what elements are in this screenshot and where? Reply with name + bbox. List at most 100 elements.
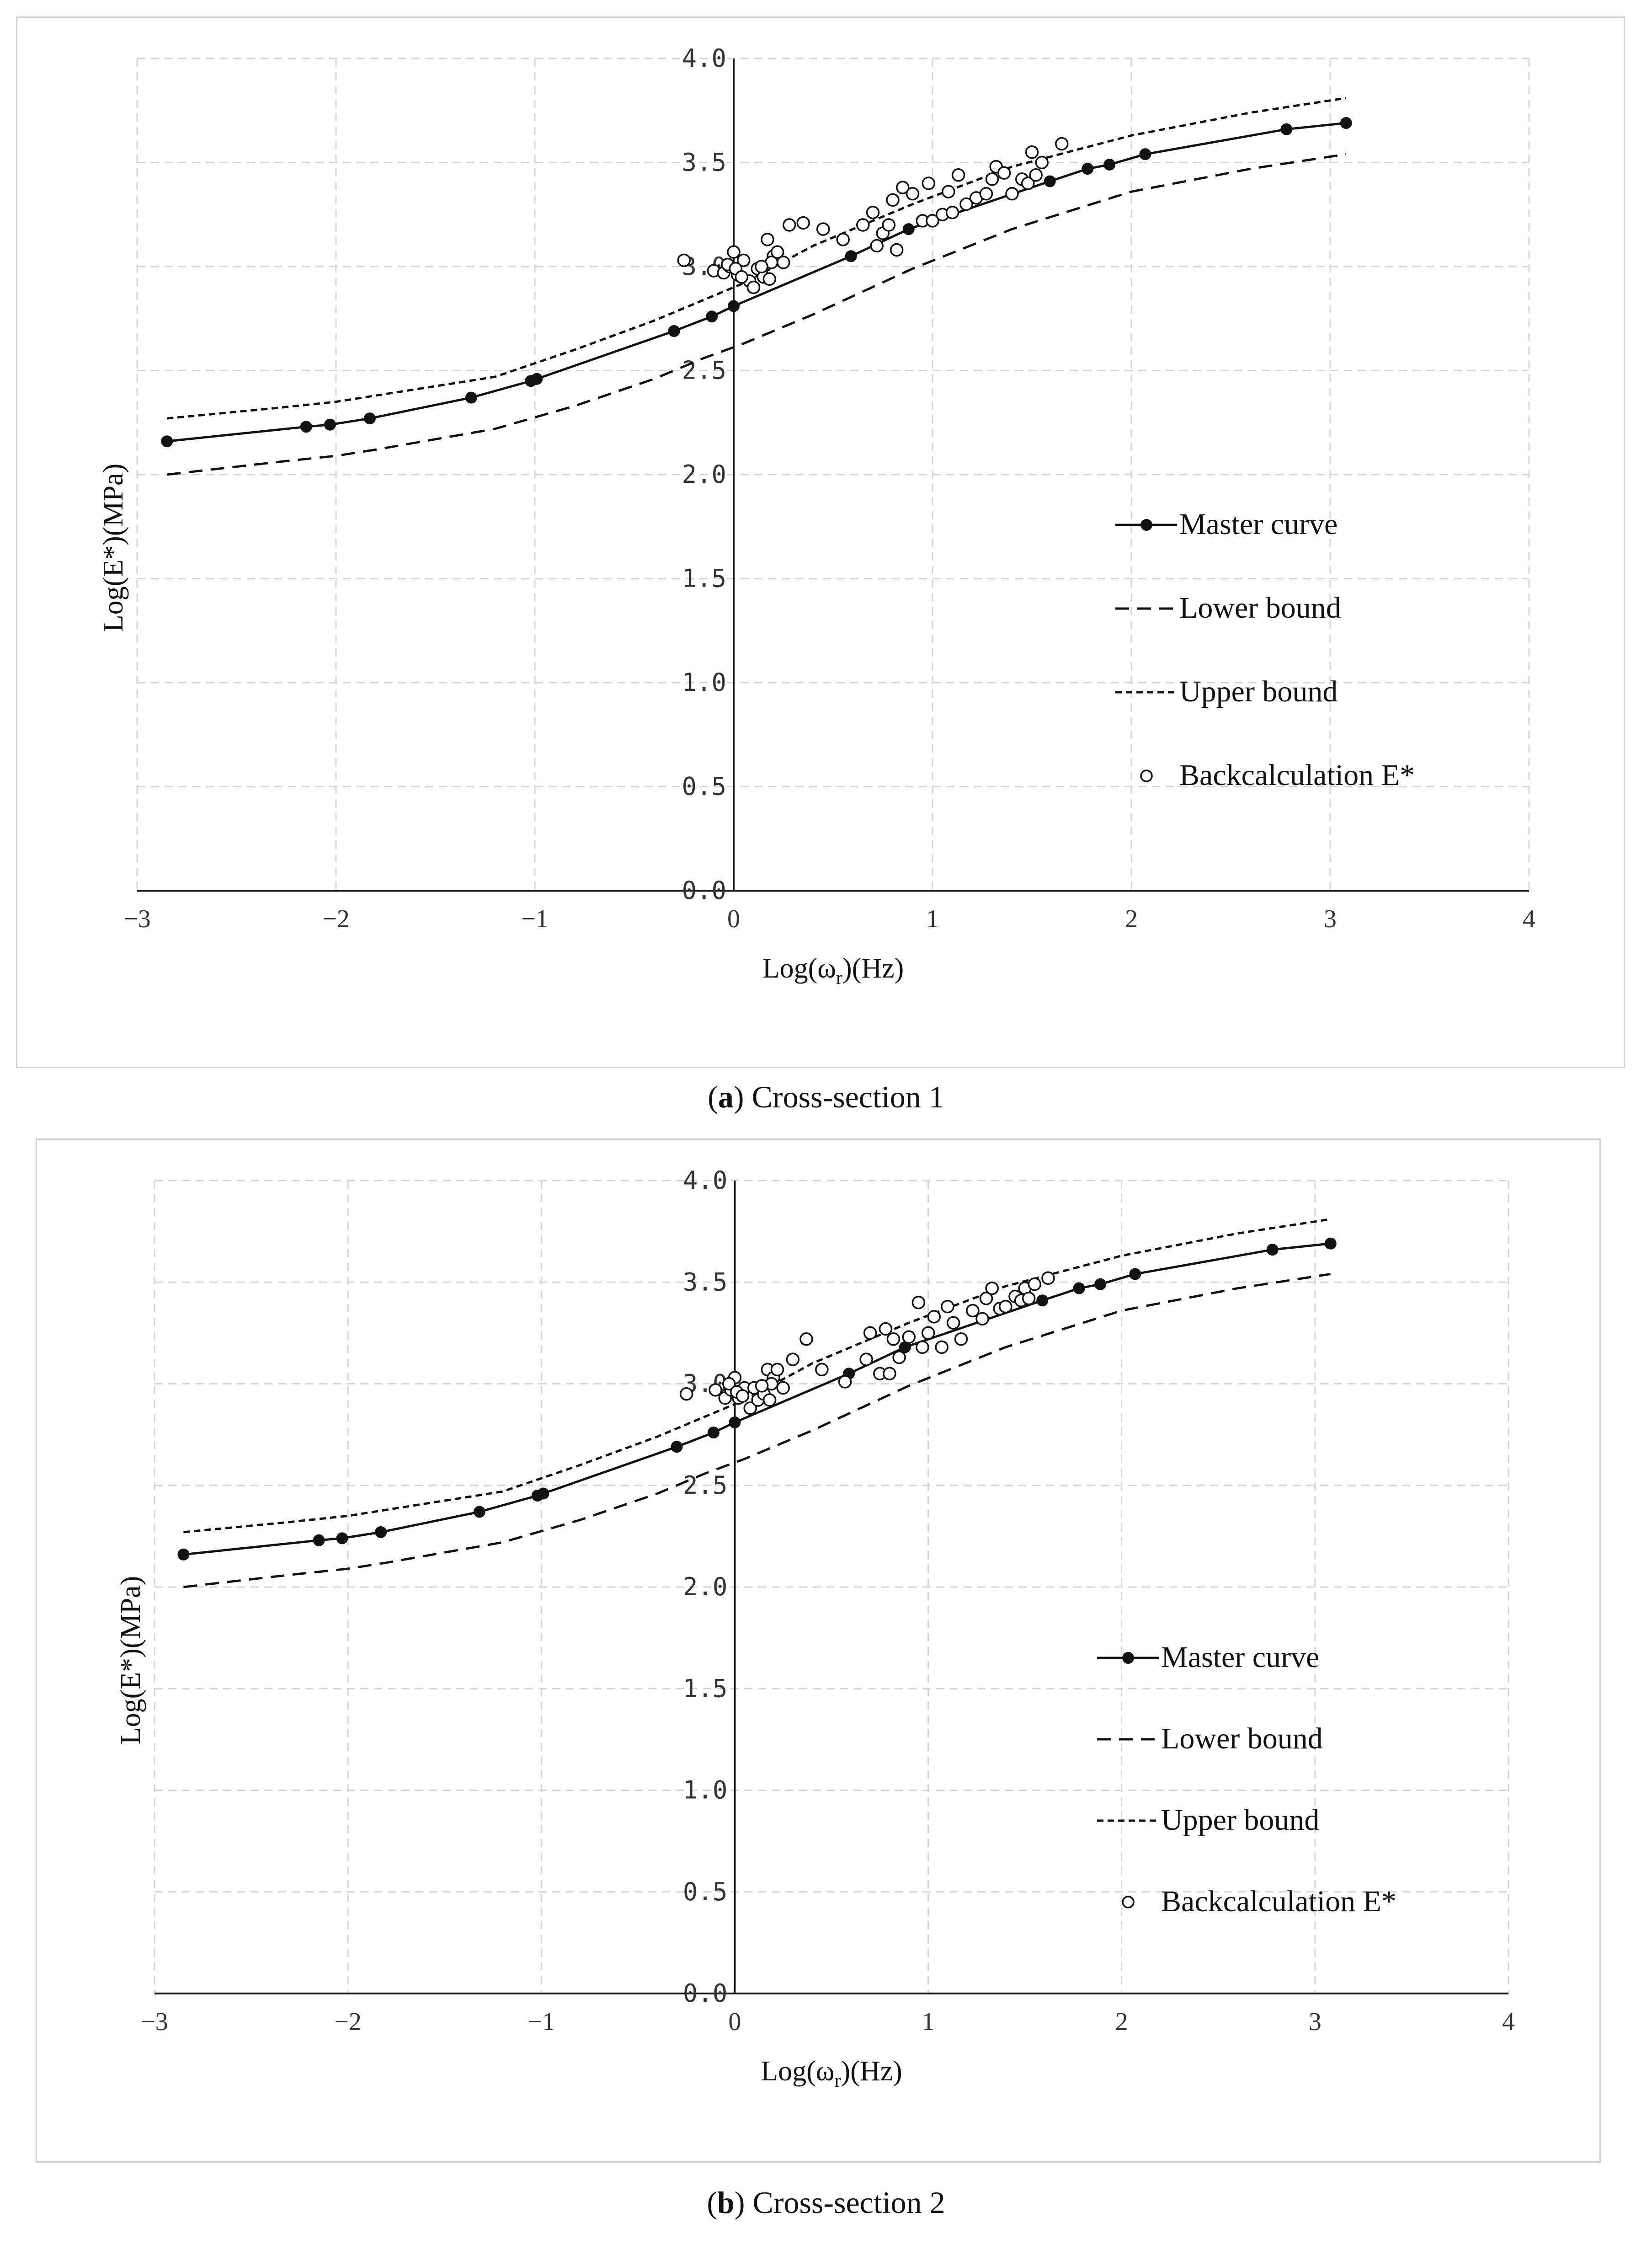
y-axis-title: Log(E*)(MPa): [115, 1576, 146, 1744]
x-tick-label: 0: [728, 2008, 741, 2036]
legend-label: Lower bound: [1179, 591, 1341, 625]
master-curve-marker: [363, 412, 376, 425]
y-tick-label: 3.5: [682, 148, 726, 177]
backcalc-point: [966, 1304, 980, 1318]
master-curve-marker: [375, 1526, 387, 1538]
backcalc-point: [959, 197, 973, 211]
master-curve-line: [166, 122, 1347, 443]
backcalc-point: [890, 243, 904, 257]
lower-bound-line: [183, 1272, 1331, 1588]
backcalc-point: [883, 1367, 896, 1381]
master-curve-marker: [537, 1487, 549, 1500]
backcalc-point: [856, 218, 870, 232]
master-curve-marker: [1280, 123, 1293, 135]
y-tick-label: 1.5: [682, 564, 726, 593]
backcalc-point: [770, 1363, 784, 1377]
backcalc-point: [916, 1340, 929, 1354]
series-solid-marker: [177, 1237, 1337, 1561]
y-tick-label: 1.0: [682, 668, 726, 697]
legend-label: Lower bound: [1161, 1722, 1323, 1755]
x-tick-label: −2: [322, 905, 350, 933]
master-curve-marker: [161, 435, 173, 448]
y-axis-title: Log(E*)(MPa): [98, 464, 129, 632]
backcalc-point: [911, 1295, 926, 1309]
backcalc-point: [921, 1326, 935, 1340]
master-curve-marker: [324, 418, 336, 431]
backcalc-point: [866, 205, 880, 219]
backcalc-point: [975, 1312, 989, 1326]
master-curve-marker: [465, 391, 477, 404]
x-tick-label: 2: [1125, 905, 1138, 933]
backcalc-point: [985, 1281, 999, 1295]
backcalc-point: [709, 1383, 722, 1397]
master-curve-marker: [1340, 117, 1352, 129]
y-tick-label: 2.0: [683, 1572, 728, 1601]
backcalc-point: [922, 176, 936, 190]
legend-marker-backcalc: [1122, 1896, 1135, 1908]
chart-b: −3 −2 −1 0 1 2 3 40.00.51.01.52.02.53.03.54.0Lo…: [115, 1166, 1515, 2091]
x-tick-label: 4: [1523, 905, 1535, 933]
y-tick-label: 4.0: [683, 1166, 728, 1195]
x-tick-label: 3: [1309, 2008, 1322, 2036]
master-curve-marker: [671, 1441, 683, 1453]
backcalc-point: [859, 1352, 873, 1366]
backcalc-point: [679, 1387, 693, 1401]
backcalc-point: [942, 185, 955, 198]
series-long-dash: [166, 153, 1347, 476]
x-tick-label: −1: [521, 905, 549, 933]
master-curve-marker: [1073, 1282, 1085, 1294]
backcalc-point: [886, 1332, 901, 1346]
backcalc-point: [1005, 187, 1019, 201]
master-curve-marker: [902, 223, 915, 235]
y-tick-label: 1.0: [683, 1776, 728, 1805]
series-short-dash: [183, 1218, 1331, 1534]
legend-label: Upper bound: [1161, 1803, 1319, 1837]
x-tick-label: −3: [141, 2008, 168, 2036]
backcalc-point: [951, 168, 965, 182]
backcalc-point: [985, 172, 999, 186]
x-tick-label: 1: [922, 2008, 935, 2036]
grid-b: [154, 1180, 1509, 1993]
backcalc-point: [836, 233, 850, 246]
master-curve-marker: [1036, 1294, 1049, 1307]
backcalc-point: [999, 1299, 1013, 1314]
master-curve-marker: [313, 1534, 325, 1546]
backcalc-point: [886, 193, 900, 207]
upper-bound-line: [183, 1218, 1331, 1534]
x-tick-label: −2: [334, 2008, 362, 2036]
backcalc-point: [979, 187, 993, 201]
backcalc-point: [1022, 1292, 1036, 1305]
legend-marker-backcalc: [1140, 770, 1153, 782]
backcalc-point: [879, 1322, 893, 1336]
backcalc-point: [786, 1352, 800, 1366]
caption-a-label: a: [718, 1080, 734, 1114]
series-solid-marker: [161, 117, 1352, 448]
y-tick-label: 0.0: [682, 876, 726, 905]
master-curve-marker: [707, 1427, 719, 1439]
backcalc-point: [882, 218, 896, 232]
legend-marker-master: [1122, 1652, 1134, 1664]
backcalc-point: [892, 1350, 906, 1364]
backcalc-point: [1025, 145, 1039, 159]
backcalc-point: [783, 218, 796, 232]
chart-a: −3 −2 −1 0 1 2 3 40.00.51.01.52.02.53.03.54.0Lo…: [98, 44, 1535, 989]
chart-frame-a: [16, 16, 1625, 1068]
x-axis-title: Log(ωr)(Hz): [762, 953, 904, 989]
backcalc-point: [896, 181, 910, 194]
backcalc-point: [1021, 176, 1035, 190]
master-curve-marker: [177, 1548, 190, 1561]
backcalc-point: [954, 1332, 968, 1346]
backcalc-point: [770, 245, 784, 259]
y-tick-label: 0.0: [683, 1979, 728, 2008]
chart-frame-b: [36, 1138, 1601, 2163]
backcalc-point: [796, 216, 810, 230]
backcalc-point: [735, 270, 749, 284]
legend-marker-master: [1140, 519, 1152, 531]
master-curve-marker: [845, 250, 857, 262]
backcalc-point: [799, 1332, 813, 1346]
master-curve-marker: [1094, 1278, 1107, 1290]
series-open-circle: [679, 1271, 1055, 1415]
backcalc-point: [815, 1363, 829, 1377]
backcalc-point: [927, 1310, 941, 1324]
master-curve-marker: [1139, 148, 1151, 160]
